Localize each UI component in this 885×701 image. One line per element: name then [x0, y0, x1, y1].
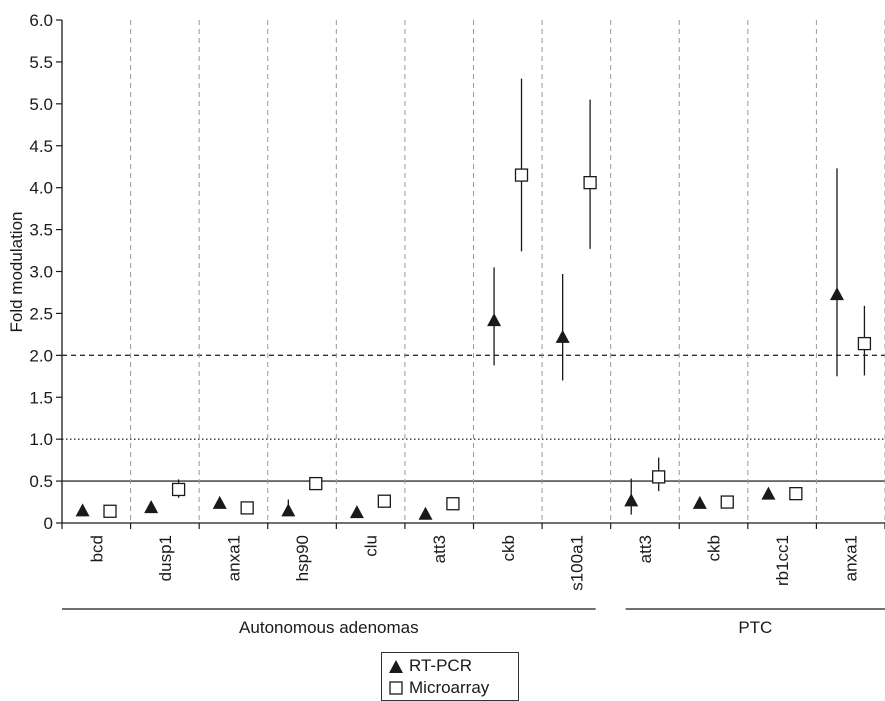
y-tick-label: 1.0 [29, 430, 53, 449]
legend-item-rt-pcr: RT-PCR [388, 655, 472, 677]
y-tick-label: 6.0 [29, 11, 53, 30]
microarray-point [240, 501, 254, 515]
rt-pcr-point [624, 493, 639, 507]
x-tick-label: ckb [705, 535, 724, 561]
legend-label: RT-PCR [409, 656, 472, 675]
rt-pcr-point [212, 495, 227, 509]
y-tick-label: 3.5 [29, 221, 53, 240]
x-tick-label: att3 [430, 535, 449, 563]
rt-pcr-point [144, 500, 159, 514]
microarray-point [789, 487, 803, 501]
y-tick-label: 5.0 [29, 95, 53, 114]
legend-item-microarray: Microarray [388, 677, 489, 699]
x-tick-label: hsp90 [293, 535, 312, 581]
y-tick-label: 3.0 [29, 263, 53, 282]
group-label: Autonomous adenomas [239, 618, 419, 637]
rt-pcr-point [761, 486, 776, 500]
axis-labels: 0 0.5 1.0 1.5 2.0 2.5 3.0 3.5 4.0 4.5 5.0 5.5 6.0 bcd… [29, 11, 860, 637]
x-tick-label: anxa1 [842, 535, 861, 581]
rt-pcr-point [281, 503, 296, 517]
y-tick-label: 5.5 [29, 53, 53, 72]
legend: RT-PCR Microarray [381, 652, 519, 701]
y-tick-label: 4.5 [29, 137, 53, 156]
microarray-point [652, 470, 666, 484]
rt-pcr-point [349, 505, 364, 519]
x-tick-label: dusp1 [156, 535, 175, 581]
x-tick-label: att3 [636, 535, 655, 563]
rt-pcr-point [75, 503, 90, 517]
y-axis-title: Fold modulation [7, 212, 26, 333]
microarray-point [857, 336, 872, 351]
rt-pcr-point [829, 287, 844, 301]
square-marker-icon [388, 680, 404, 696]
error-bars [150, 78, 866, 515]
microarray-point [103, 504, 117, 518]
x-tick-label: clu [362, 535, 381, 557]
data-markers [75, 168, 872, 520]
x-tick-label: bcd [87, 535, 106, 562]
microarray-point [720, 495, 734, 509]
legend-label: Microarray [409, 678, 490, 697]
rt-pcr-point [487, 313, 502, 327]
microarray-point [377, 494, 391, 508]
y-tick-label: 4.0 [29, 179, 53, 198]
y-tick-label: 1.5 [29, 388, 53, 407]
x-tick-label: s100a1 [567, 535, 586, 591]
x-tick-label: anxa1 [224, 535, 243, 581]
microarray-point [514, 168, 529, 182]
rt-pcr-point [692, 495, 707, 509]
category-separators [130, 20, 885, 523]
y-tick-label: 0 [44, 514, 53, 533]
microarray-point [309, 476, 323, 491]
microarray-point [171, 482, 186, 497]
axes [56, 19, 885, 610]
y-tick-label: 0.5 [29, 472, 53, 491]
y-tick-label: 2.5 [29, 304, 53, 323]
rt-pcr-point [555, 329, 570, 343]
x-tick-label: rb1cc1 [773, 535, 792, 586]
microarray-point [446, 497, 460, 511]
x-tick-label: ckb [499, 535, 518, 561]
group-label: PTC [738, 618, 772, 637]
triangle-marker-icon [388, 658, 404, 674]
y-tick-label: 2.0 [29, 346, 53, 365]
rt-pcr-point [418, 506, 433, 520]
microarray-point [583, 175, 597, 190]
